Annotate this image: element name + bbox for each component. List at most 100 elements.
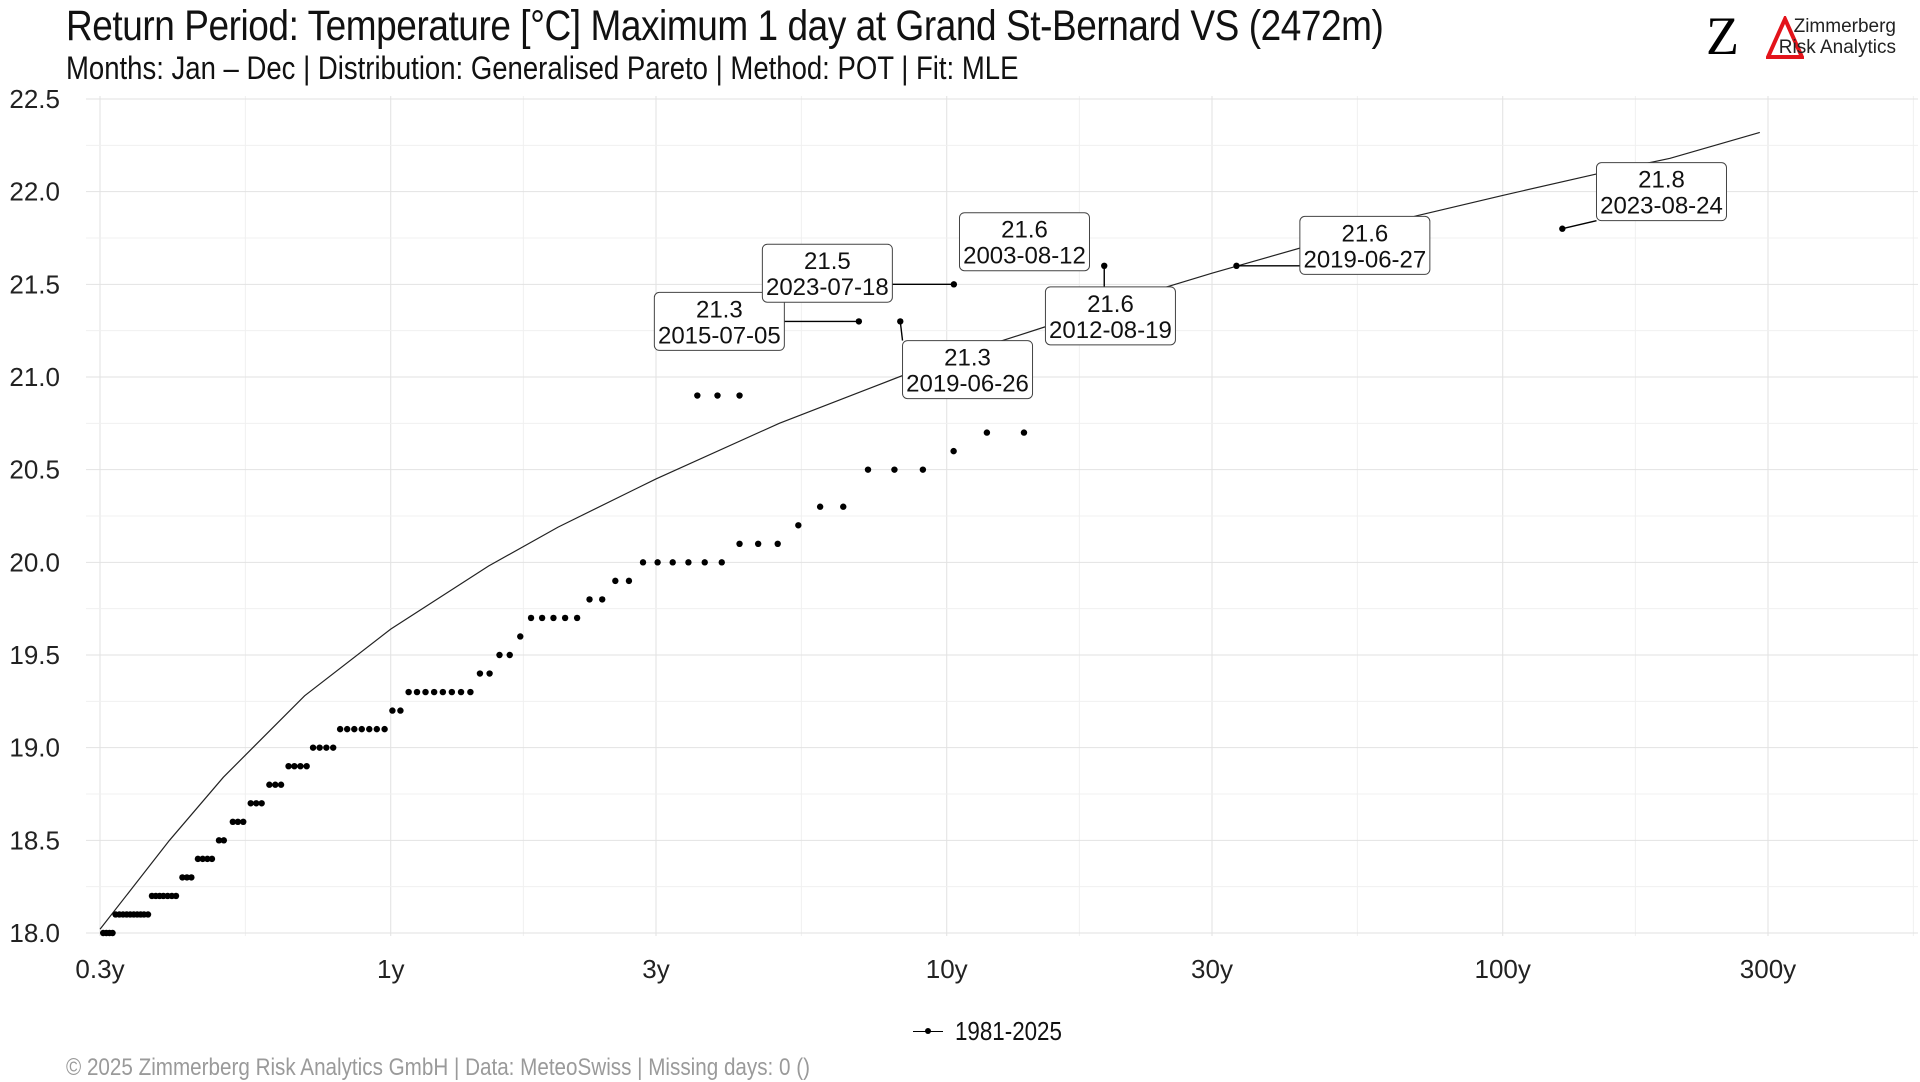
data-point [573,614,581,622]
data-point [303,763,310,770]
data-point [215,837,223,844]
data-point [366,725,373,733]
data-point [309,744,317,751]
y-tick-label: 19.5 [9,640,60,670]
annotation-value: 21.6 [1087,291,1134,318]
data-point [397,707,404,714]
data-point [439,688,447,696]
chart-title: Return Period: Temperature [°C] Maximum … [66,2,1384,50]
footer-credit: © 2025 Zimmerberg Risk Analytics GmbH | … [66,1054,810,1081]
data-point [234,818,242,825]
data-point [701,559,708,566]
data-point [774,540,781,547]
y-tick-label: 21.0 [9,362,60,392]
data-point [506,651,513,659]
grid [86,96,1918,936]
legend-point-icon [925,1028,931,1034]
data-points [99,225,1566,937]
data-point [297,763,304,770]
data-point [919,466,927,473]
y-tick-label: 20.5 [9,455,60,485]
legend-label: 1981-2025 [955,1016,1062,1046]
data-point [714,392,721,399]
y-tick-label: 21.5 [9,269,60,299]
data-point [816,503,824,510]
data-point [840,503,847,510]
annotation-value: 21.6 [1001,217,1048,244]
annotation-box [761,243,893,303]
data-point [272,781,279,788]
data-point [277,781,285,788]
fit-curve [99,131,1760,930]
data-point [1020,429,1028,436]
data-point [612,577,619,585]
company-logo: Z Zimmerberg Risk Analytics [1706,8,1902,64]
data-point [329,744,337,751]
data-point [285,763,292,770]
data-point [496,651,503,659]
data-point [527,614,535,622]
data-point [253,800,260,807]
y-tick-label: 22.0 [9,177,60,207]
data-point [486,670,493,677]
data-point [405,688,412,696]
data-point [517,633,524,640]
x-tick-label: 0.3y [75,954,124,984]
annotation-box [1299,215,1431,275]
data-point [586,596,593,603]
x-tick-label: 10y [926,954,968,984]
data-point [950,447,957,455]
data-point [561,614,569,622]
y-tick-label: 19.0 [9,733,60,763]
annotation-value: 21.6 [1342,220,1389,247]
annotation-value: 21.3 [944,345,991,372]
data-point [736,392,743,399]
data-point [199,855,206,863]
data-point [413,688,421,696]
data-point [389,707,396,714]
x-tick-label: 3y [642,954,669,984]
annotation-date: 2012-08-19 [1049,317,1172,344]
data-point [538,614,546,622]
data-point [669,559,676,566]
data-point [336,725,344,733]
annotation-box [653,291,785,351]
data-point [891,466,898,473]
y-tick-label: 22.5 [9,84,60,114]
annotation-box [902,340,1034,400]
data-point [476,670,484,677]
data-point [258,800,265,807]
data-point [144,911,152,918]
annotation-date: 2023-07-18 [766,274,889,301]
data-point [229,818,237,825]
annotation-date: 2023-08-24 [1600,193,1723,220]
logo-line1: Zimmerberg [1793,16,1896,37]
data-point [625,577,633,585]
data-point [983,429,991,436]
data-point [685,559,692,566]
data-point [188,874,195,881]
annotation-box [958,212,1090,272]
data-point [430,688,438,696]
data-point [448,688,456,696]
data-point [599,596,606,603]
data-point [323,744,330,751]
annotation-box [1044,286,1176,346]
logo-line2: Risk Analytics [1778,37,1896,58]
data-point [358,725,365,733]
annotation-value: 21.8 [1638,167,1685,194]
data-point [316,744,323,751]
axis-tick-labels: 0.3y 1y 3y 10y 30y 100y 300y 18.0 18.5 19.0 19.5 20… [9,84,1796,984]
data-point [109,929,116,937]
data-point [718,559,725,566]
logo-z-icon: Z [1706,6,1739,66]
annotation-date: 2015-07-05 [658,322,781,349]
